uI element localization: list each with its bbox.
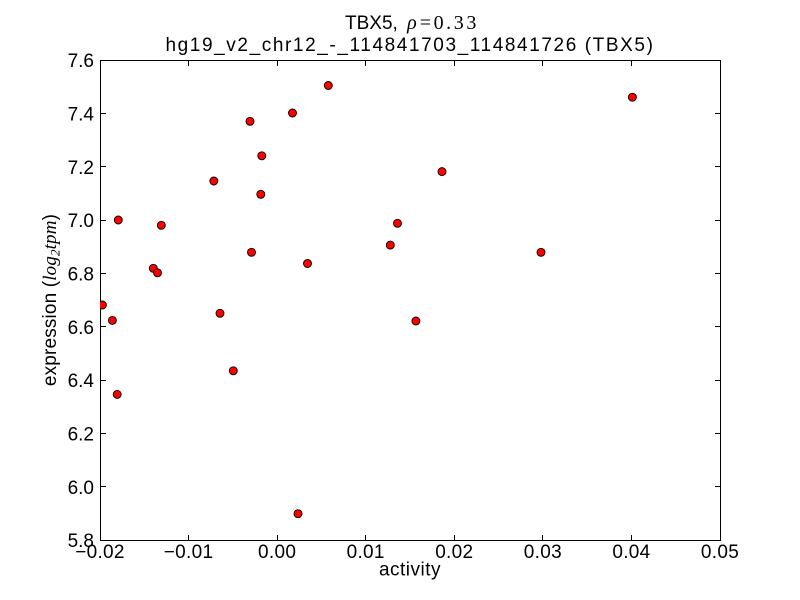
- svg-text:0.01: 0.01: [347, 542, 385, 563]
- svg-text:TBX5, ρ=0.33: TBX5, ρ =0.33: [345, 12, 479, 34]
- svg-text:5.8: 5.8: [68, 531, 94, 552]
- svg-text:6.6: 6.6: [68, 318, 94, 339]
- svg-text:0.04: 0.04: [612, 542, 650, 563]
- svg-text:−0.02: −0.02: [75, 542, 125, 563]
- svg-text:6.0: 6.0: [68, 478, 94, 499]
- svg-text:6.8: 6.8: [68, 265, 94, 286]
- svg-text:0.02: 0.02: [435, 542, 473, 563]
- svg-text:0.03: 0.03: [524, 542, 562, 563]
- svg-text:−0.01: −0.01: [164, 542, 214, 563]
- svg-text:0.05: 0.05: [701, 542, 739, 563]
- svg-text:7.4: 7.4: [68, 105, 95, 126]
- svg-text:activity: activity: [379, 560, 441, 581]
- svg-text:7.0: 7.0: [68, 211, 94, 232]
- svg-text:7.2: 7.2: [68, 158, 94, 179]
- svg-text:7.6: 7.6: [68, 51, 94, 72]
- svg-text:0.00: 0.00: [258, 542, 296, 563]
- svg-text:hg19_v2_chr12_-_114841703_1148: hg19_v2_chr12_-_114841703_114841726 (TBX…: [165, 35, 654, 56]
- svg-text:expression (log2tpm): expression (log2tpm): [40, 214, 63, 386]
- svg-text:6.4: 6.4: [68, 371, 95, 392]
- svg-text:6.2: 6.2: [68, 425, 94, 446]
